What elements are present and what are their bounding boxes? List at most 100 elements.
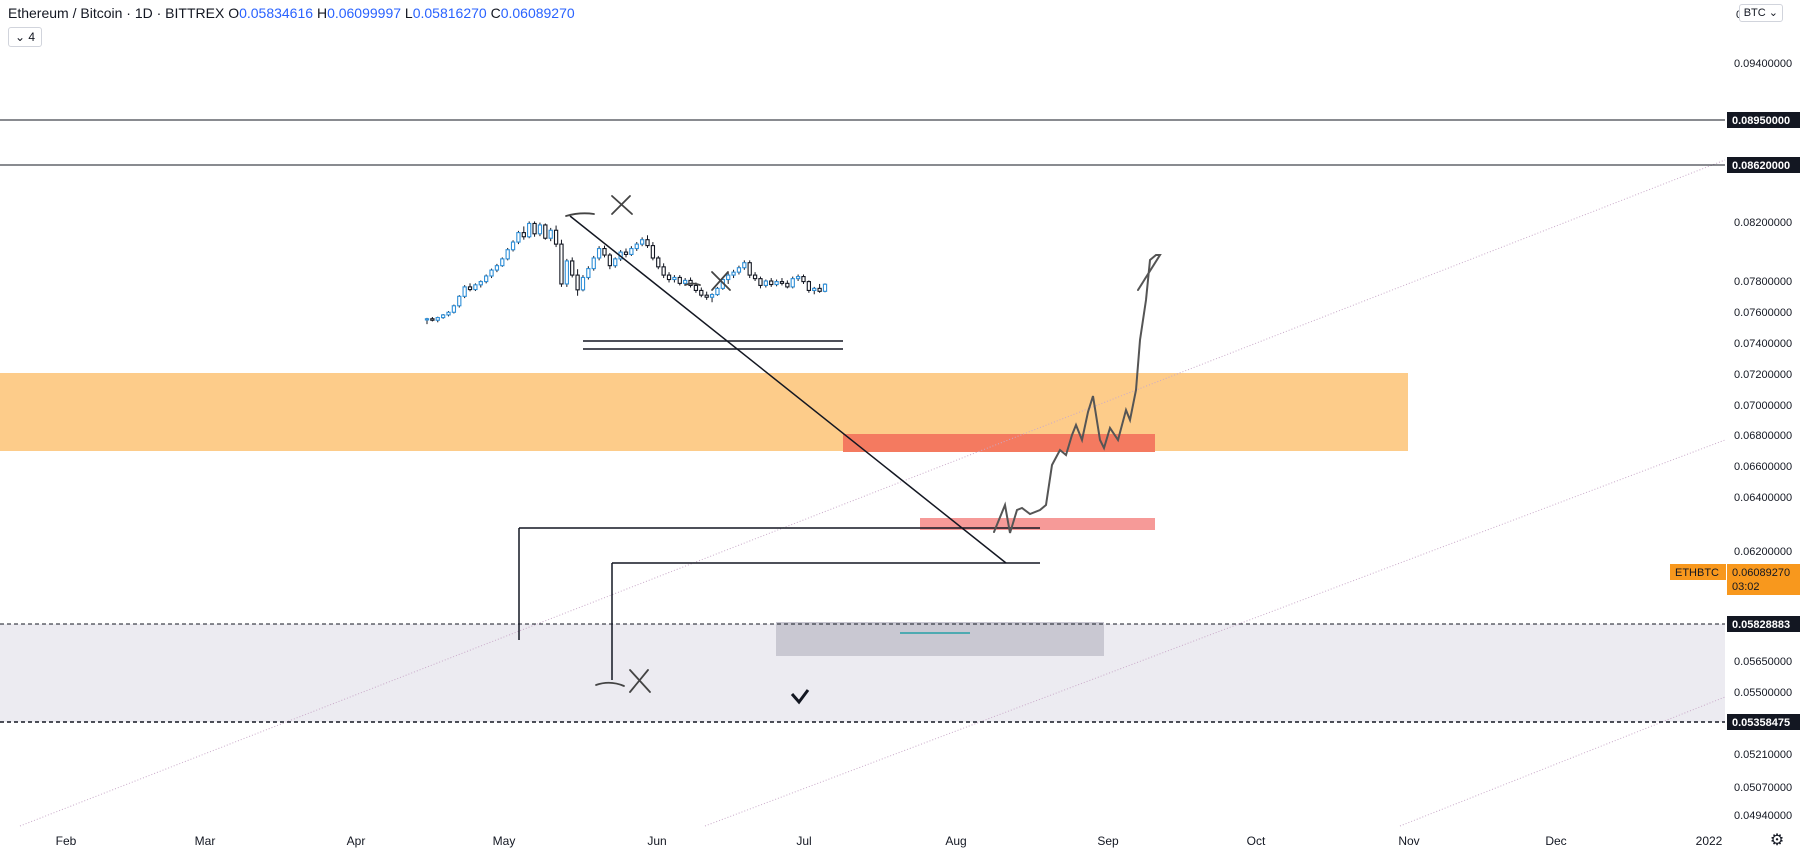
time-tick-label: Oct	[1247, 834, 1266, 848]
channel-line-upper	[19, 159, 1726, 827]
time-tick-label: Jun	[647, 834, 666, 848]
open-label: O	[228, 5, 240, 21]
candle	[596, 246, 602, 261]
candle	[527, 221, 532, 239]
current-price-tag: ETHBTC 0.06089270 03:02	[1670, 564, 1800, 595]
price-tick-label: 0.05500000	[1734, 687, 1792, 699]
candle	[457, 295, 462, 308]
candle	[537, 222, 543, 237]
candle	[467, 283, 473, 292]
candle	[747, 260, 752, 279]
time-tick-label: May	[493, 834, 516, 848]
price-tick-label: 0.07400000	[1734, 338, 1792, 350]
candle	[639, 237, 645, 247]
candle	[430, 316, 435, 322]
open-value: 0.05834616	[239, 5, 314, 21]
price-tick-label: 0.07800000	[1734, 276, 1792, 288]
high-label: H	[316, 5, 328, 21]
candle	[478, 280, 483, 288]
candle	[559, 239, 564, 287]
second-tick	[684, 282, 701, 286]
indicator-count: 4	[28, 30, 36, 44]
pink-resistance-zone	[920, 518, 1155, 530]
candle	[602, 245, 607, 258]
red-resistance-zone	[843, 434, 1155, 452]
currency-button[interactable]: BTC ⌄	[1738, 4, 1783, 22]
low-value: 0.05816270	[412, 5, 487, 21]
time-tick-label: Jul	[796, 834, 811, 848]
candle	[629, 246, 634, 256]
price-tick-label: 0.05650000	[1734, 656, 1792, 668]
time-tick-label: Dec	[1545, 834, 1566, 848]
symbol-title[interactable]: Ethereum / Bitcoin · 1D · BITTREX	[8, 5, 225, 21]
current-price: 0.06089270	[1732, 567, 1790, 579]
candle	[715, 286, 720, 296]
orange-resistance-zone	[0, 373, 1408, 451]
candle	[440, 314, 446, 319]
price-tick-label: 0.07000000	[1734, 400, 1792, 412]
time-scale[interactable]: Feb Mar Apr May Jun Jul Aug Sep Oct Nov Dec 2022	[56, 834, 1723, 848]
top-tick	[565, 212, 595, 217]
candle	[516, 230, 521, 245]
x-mark-second	[711, 271, 731, 291]
price-tick-label: 0.06200000	[1734, 546, 1792, 558]
candle	[580, 275, 586, 292]
candle	[817, 283, 822, 293]
candle	[666, 272, 672, 283]
currency-label: BTC	[1743, 7, 1766, 19]
candle	[785, 280, 790, 289]
current-symbol: ETHBTC	[1675, 567, 1719, 579]
candle	[505, 247, 510, 261]
price-tick-label: 0.05210000	[1734, 749, 1792, 761]
candle	[704, 291, 709, 300]
candle	[591, 255, 596, 271]
price-tick-label: 0.08200000	[1734, 217, 1792, 229]
candle	[779, 278, 785, 286]
svg-text:0.08620000: 0.08620000	[1732, 160, 1790, 172]
candle	[650, 242, 656, 261]
time-tick-label: Sep	[1097, 834, 1119, 848]
chevron-down-icon: ⌄	[15, 30, 26, 44]
price-level-tag: 0.05828883	[1727, 616, 1800, 632]
candle	[634, 242, 639, 251]
price-scale[interactable]: 0.09400000 0.08200000 0.07800000 0.07600000…	[1734, 9, 1792, 822]
candle	[575, 269, 580, 296]
price-level-tag: 0.08620000	[1727, 157, 1800, 173]
candle	[656, 255, 661, 270]
candle	[672, 275, 677, 283]
candle	[752, 272, 758, 281]
candle	[677, 275, 682, 286]
time-tick-label: Mar	[195, 834, 216, 848]
candle	[763, 279, 768, 288]
time-tick-label: Nov	[1398, 834, 1419, 848]
gray-demand-zone	[776, 622, 1104, 656]
candle	[510, 240, 516, 252]
price-tick-label: 0.05070000	[1734, 782, 1792, 794]
x-mark-top	[611, 195, 633, 215]
channel-line-bottom	[1399, 696, 1726, 827]
candle-countdown: 03:02	[1732, 581, 1760, 593]
candle	[769, 278, 774, 287]
candle	[570, 257, 575, 278]
indicator-toggle-button[interactable]: ⌄ 4	[8, 27, 43, 47]
candle	[726, 272, 731, 284]
price-level-tag: 0.08950000	[1727, 112, 1800, 128]
bottom-tick	[595, 681, 625, 687]
gear-icon[interactable]: ⚙	[1769, 832, 1785, 849]
candle	[661, 263, 666, 279]
close-label: C	[490, 5, 501, 21]
price-tick-label: 0.07600000	[1734, 307, 1792, 319]
candle	[790, 276, 795, 289]
candle	[473, 283, 478, 292]
candle	[774, 279, 779, 287]
symbol-legend: Ethereum / Bitcoin · 1D · BITTREX O0.058…	[8, 5, 575, 21]
price-tick-label: 0.07200000	[1734, 369, 1792, 381]
close-value: 0.06089270	[500, 5, 575, 21]
price-level-tag: 0.05358475	[1727, 714, 1800, 730]
candle	[532, 221, 537, 237]
candle	[736, 265, 742, 275]
chevron-down-icon: ⌄	[1768, 7, 1778, 19]
candle	[812, 286, 817, 295]
svg-text:0.05358475: 0.05358475	[1732, 717, 1790, 729]
